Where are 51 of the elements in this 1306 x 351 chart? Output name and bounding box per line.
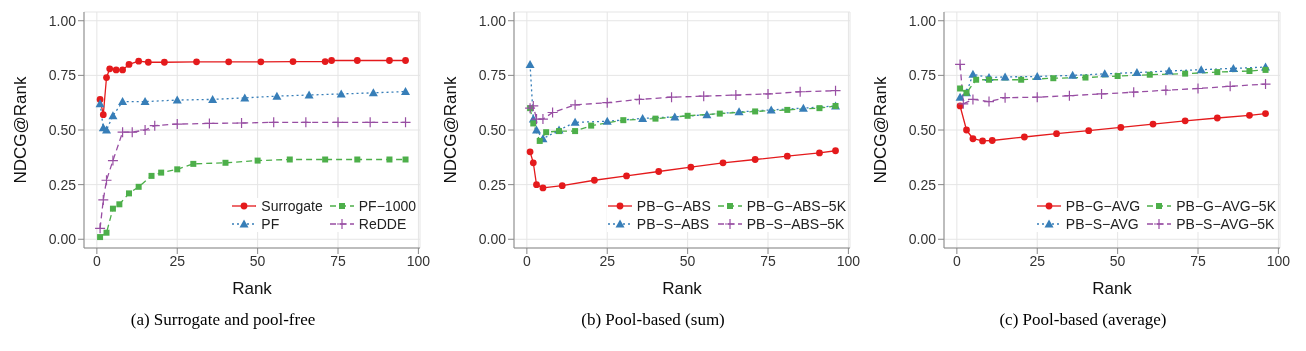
y-tick-label: 0.50	[478, 121, 507, 138]
y-tick-label: 0.25	[908, 176, 937, 193]
legend-label: PB−G−ABS	[636, 198, 711, 214]
x-tick-label: 75	[760, 252, 777, 269]
x-tick-label: 0	[952, 252, 961, 269]
x-tick-label: 50	[679, 252, 696, 269]
y-tick-label: 0.75	[48, 67, 77, 84]
x-axis-title: Rank	[662, 279, 703, 298]
y-tick-label: 0.00	[48, 231, 77, 248]
x-tick-label: 50	[249, 252, 266, 269]
legend-label: PB−S−AVG−5K	[1176, 216, 1275, 232]
y-tick-label: 0.25	[478, 176, 507, 193]
text: (b) Pool-based (sum)	[580, 310, 726, 330]
x-tick-label: 25	[169, 252, 186, 269]
legend-label: PF−1000	[358, 198, 416, 214]
x-axis-title: Rank	[232, 279, 273, 298]
y-axis-title: NDCG@Rank	[441, 76, 461, 184]
text: (a) Surrogate and pool-free	[129, 310, 317, 330]
y-tick-label: 1.00	[48, 12, 77, 29]
y-axis-title: NDCG@Rank	[871, 76, 891, 184]
x-tick-label: 100	[836, 252, 861, 269]
legend-label: PB−G−ABS−5K	[746, 198, 846, 214]
y-tick-label: 0.75	[478, 67, 507, 84]
legend-label: ReDDE	[358, 216, 407, 232]
x-tick-label: 0	[92, 252, 101, 269]
y-tick-label: 0.50	[908, 121, 937, 138]
y-tick-label: 0.25	[48, 176, 77, 193]
legend-label: PB−G−AVG−5K	[1176, 198, 1276, 214]
legend-label: PB−S−ABS	[636, 216, 710, 232]
y-tick-label: 0.50	[48, 121, 77, 138]
legend-label: Surrogate	[261, 198, 323, 214]
legend-label: PB−S−AVG	[1065, 216, 1139, 232]
x-axis-title: Rank	[1092, 279, 1133, 298]
legend-label: PB−S−ABS−5K	[746, 216, 845, 232]
text: (c) Pool-based (average)	[998, 310, 1168, 330]
y-tick-label: 0.00	[478, 231, 507, 248]
legend-label: PB−G−AVG	[1065, 198, 1141, 214]
y-tick-label: 0.75	[908, 67, 937, 84]
x-tick-label: 50	[1109, 252, 1126, 269]
y-tick-label: 1.00	[908, 12, 937, 29]
x-tick-label: 25	[1029, 252, 1046, 269]
x-tick-label: 0	[522, 252, 531, 269]
legend-label: PF	[261, 216, 280, 232]
x-tick-label: 100	[1266, 252, 1291, 269]
x-tick-label: 75	[1190, 252, 1207, 269]
y-tick-label: 0.00	[908, 231, 937, 248]
x-tick-label: 100	[406, 252, 431, 269]
y-tick-label: 1.00	[478, 12, 507, 29]
y-axis-title: NDCG@Rank	[11, 76, 31, 184]
x-tick-label: 75	[330, 252, 347, 269]
x-tick-label: 25	[599, 252, 616, 269]
